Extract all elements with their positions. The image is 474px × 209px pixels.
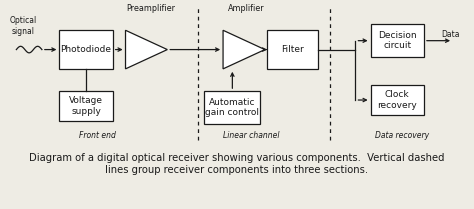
Polygon shape <box>126 30 167 69</box>
FancyBboxPatch shape <box>204 91 260 124</box>
FancyBboxPatch shape <box>59 91 113 121</box>
Text: Data recovery: Data recovery <box>375 131 429 140</box>
Text: Filter: Filter <box>282 45 304 54</box>
Text: Optical
signal: Optical signal <box>9 16 37 36</box>
Text: Clock
recovery: Clock recovery <box>377 90 417 110</box>
Text: Preamplifier: Preamplifier <box>127 4 175 13</box>
Polygon shape <box>223 30 265 69</box>
Text: Decision
circuit: Decision circuit <box>378 31 417 50</box>
Text: Amplifier: Amplifier <box>228 4 264 13</box>
Text: Linear channel: Linear channel <box>223 131 279 140</box>
FancyBboxPatch shape <box>371 85 424 115</box>
FancyBboxPatch shape <box>371 24 424 57</box>
FancyBboxPatch shape <box>59 30 113 69</box>
FancyBboxPatch shape <box>267 30 318 69</box>
Text: Diagram of a digital optical receiver showing various components.  Vertical dash: Diagram of a digital optical receiver sh… <box>29 153 445 175</box>
Text: Data: Data <box>441 30 460 39</box>
Text: Photodiode: Photodiode <box>61 45 111 54</box>
Text: Front end: Front end <box>79 131 116 140</box>
Text: Voltage
supply: Voltage supply <box>69 96 103 116</box>
Text: Automatic
gain control: Automatic gain control <box>205 98 259 117</box>
